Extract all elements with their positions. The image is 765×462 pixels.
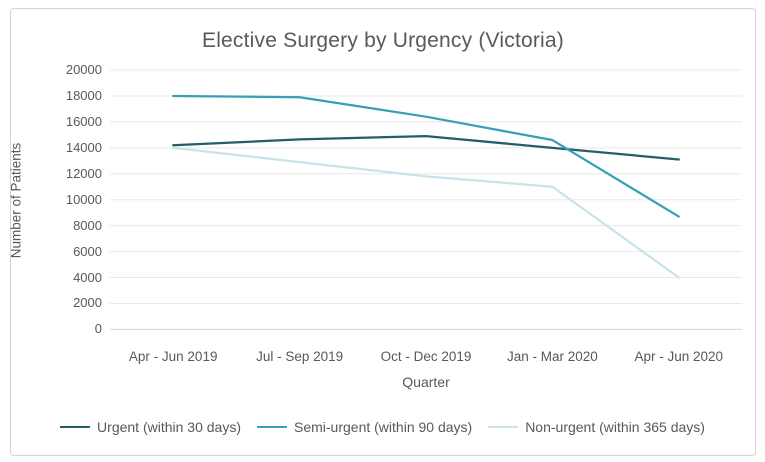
legend-item-non-urgent: Non-urgent (within 365 days) bbox=[488, 419, 705, 435]
urgent-line bbox=[172, 135, 680, 161]
legend-label: Non-urgent (within 365 days) bbox=[525, 419, 705, 435]
non-urgent-line-swatch-icon bbox=[488, 425, 519, 429]
urgent-line-swatch-icon bbox=[60, 425, 91, 429]
non-urgent-line bbox=[172, 146, 680, 279]
y-tick-label: 8000 bbox=[73, 217, 102, 233]
y-tick-label: 20000 bbox=[65, 62, 102, 77]
y-tick-label: 18000 bbox=[65, 87, 102, 103]
x-tick-label: Jan - Mar 2020 bbox=[506, 349, 598, 364]
legend-item-urgent: Urgent (within 30 days) bbox=[60, 419, 241, 435]
y-tick-label: 2000 bbox=[73, 295, 102, 311]
legend-label: Urgent (within 30 days) bbox=[97, 419, 241, 435]
y-tick-label: 10000 bbox=[65, 191, 102, 207]
y-axis-title: Number of Patients bbox=[8, 142, 24, 259]
chart-legend: Urgent (within 30 days) Semi-urgent (wit… bbox=[0, 419, 765, 435]
x-tick-label: Apr - Jun 2020 bbox=[634, 349, 724, 364]
y-tick-label: 16000 bbox=[65, 113, 102, 129]
x-axis-title: Quarter bbox=[402, 374, 450, 390]
y-tick-label: 0 bbox=[94, 321, 102, 337]
x-tick-label: Oct - Dec 2019 bbox=[380, 349, 472, 364]
y-tick-label: 6000 bbox=[73, 243, 102, 259]
chart-card: Elective Surgery by Urgency (Victoria) bbox=[10, 8, 756, 456]
semi-urgent-line-swatch-icon bbox=[257, 425, 287, 429]
x-tick-label: Apr - Jun 2019 bbox=[128, 349, 218, 364]
y-tick-label: 14000 bbox=[65, 139, 102, 155]
y-tick-label: 4000 bbox=[73, 269, 102, 285]
semi-urgent-line bbox=[172, 94, 680, 218]
x-tick-label: Jul - Sep 2019 bbox=[256, 349, 344, 364]
y-tick-label: 12000 bbox=[65, 165, 102, 181]
chart-title: Elective Surgery by Urgency (Victoria) bbox=[201, 29, 564, 52]
legend-label: Semi-urgent (within 90 days) bbox=[294, 419, 473, 435]
legend-item-semi-urgent: Semi-urgent (within 90 days) bbox=[257, 419, 472, 435]
